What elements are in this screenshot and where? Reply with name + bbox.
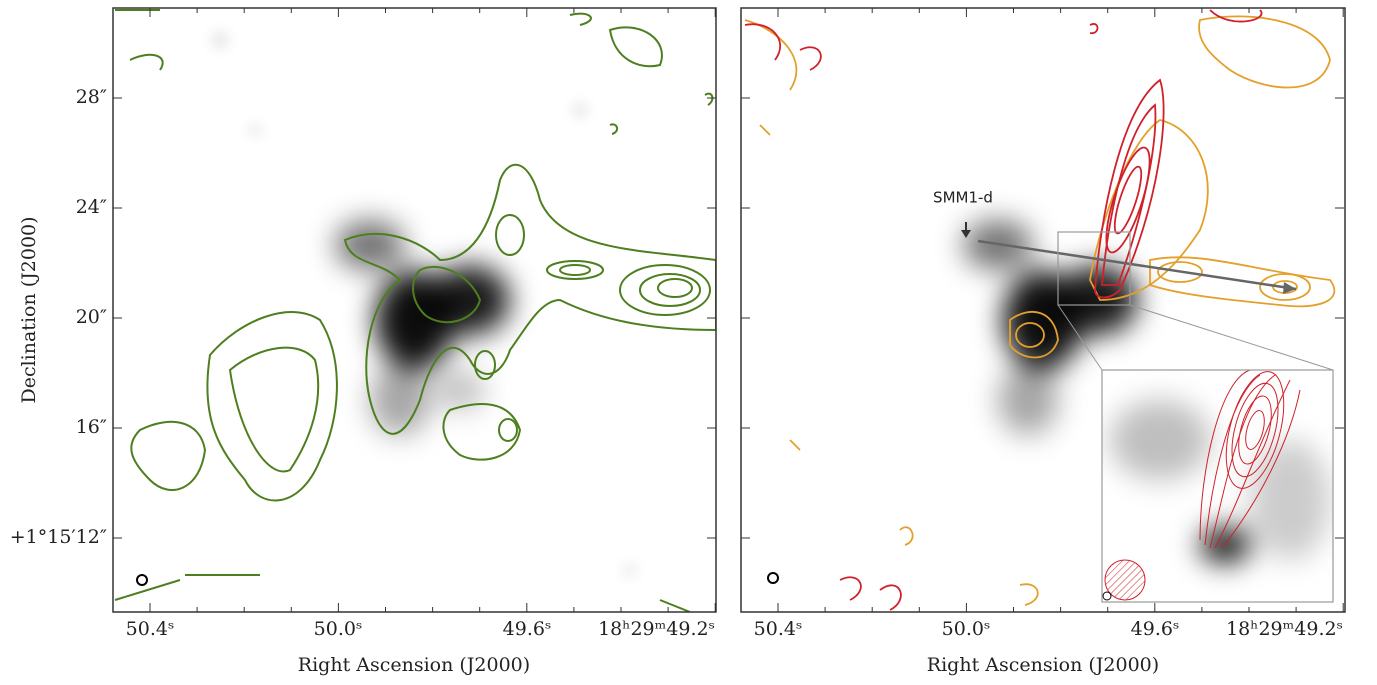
x-tick-label: 50.4ˢ [754,618,803,640]
x-tick-label: 18ʰ29ᵐ49.2ˢ [1226,618,1343,640]
left-image [115,10,716,612]
x-tick-label: 49.6ˢ [503,618,552,640]
y-tick-label: 24″ [76,196,107,218]
y-tick-label: +1°15′12″ [10,526,107,548]
x-tick-label: 50.0ˢ [314,618,363,640]
x-tick-label: 50.4ˢ [126,618,175,640]
y-axis-label: Declination (J2000) [18,216,40,403]
y-tick-label: 28″ [76,86,107,108]
x-tick-label: 18ʰ29ᵐ49.2ˢ [598,618,715,640]
y-tick-label: 20″ [76,306,107,328]
y-tick-label: 16″ [76,416,107,438]
right-image [745,10,1334,610]
x-axis-label: Right Ascension (J2000) [298,654,530,676]
figure: SMM1-d Right Ascension (J2000) Right Asc… [0,0,1377,685]
x-tick-label: 50.0ˢ [942,618,991,640]
x-axis-label: Right Ascension (J2000) [927,654,1159,676]
annotation: SMM1-d [933,189,993,207]
x-tick-label: 49.6ˢ [1131,618,1180,640]
